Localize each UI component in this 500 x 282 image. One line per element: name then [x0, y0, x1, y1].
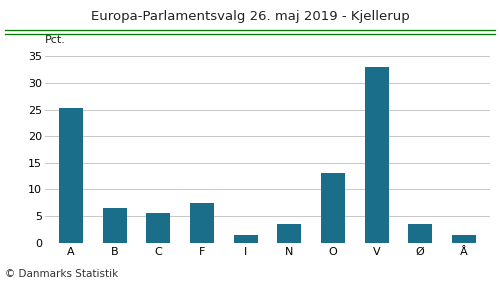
Bar	[190, 203, 214, 243]
Bar	[146, 213, 171, 243]
Bar	[408, 224, 432, 243]
Bar	[321, 173, 345, 243]
Text: Europa-Parlamentsvalg 26. maj 2019 - Kjellerup: Europa-Parlamentsvalg 26. maj 2019 - Kje…	[90, 10, 409, 23]
Bar	[103, 208, 127, 243]
Text: Pct.: Pct.	[45, 35, 66, 45]
Bar	[59, 108, 83, 243]
Bar	[234, 235, 258, 243]
Bar	[364, 67, 388, 243]
Bar	[452, 235, 476, 243]
Bar	[278, 224, 301, 243]
Text: © Danmarks Statistik: © Danmarks Statistik	[5, 269, 118, 279]
